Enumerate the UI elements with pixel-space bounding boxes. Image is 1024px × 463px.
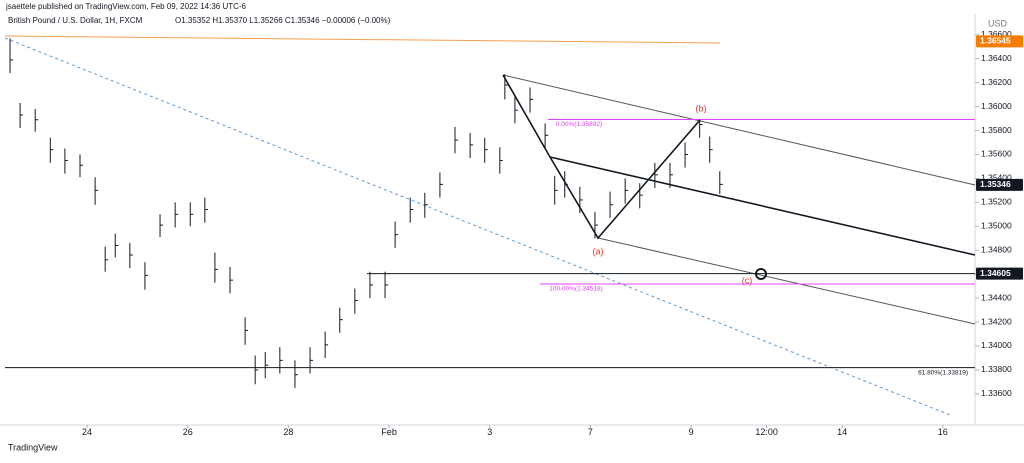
symbol: British Pound / U.S. Dollar, 1H, FXCM — [8, 16, 143, 25]
publisher-line: jsaettele published on TradingView.com, … — [5, 2, 247, 11]
y-tick-label: 1.36400 — [981, 53, 1012, 63]
price-badge — [976, 178, 1023, 191]
x-tick-label: 26 — [183, 427, 193, 437]
channel-lower — [597, 237, 976, 325]
wave-label: (b) — [696, 103, 707, 113]
y-tick-label: 1.36600 — [981, 29, 1012, 39]
price-badge — [976, 35, 1023, 48]
x-tick-label: 3 — [487, 427, 492, 437]
channel-upper — [502, 74, 976, 186]
y-tick-label: 1.36000 — [981, 101, 1012, 111]
y-tick-label: 1.33800 — [981, 364, 1012, 374]
price-badge — [976, 267, 1023, 280]
moving-average — [4, 35, 721, 44]
x-tick-label: 14 — [837, 427, 847, 437]
x-tick-label: 12:00 — [755, 427, 778, 437]
fib-label: 100.00%(1.34518) — [549, 286, 603, 293]
y-tick-label: 1.34400 — [981, 292, 1012, 302]
price-badge-label: 1.34605 — [980, 268, 1011, 278]
wave-path — [502, 74, 701, 240]
y-tick-label: 1.35800 — [981, 125, 1012, 135]
currency: USD — [988, 18, 1008, 28]
y-tick-label: 1.35600 — [981, 149, 1012, 159]
price-badge-label: 1.36545 — [980, 36, 1011, 46]
x-tick-label: Feb — [381, 427, 397, 437]
y-tick-label: 1.35000 — [981, 221, 1012, 231]
x-tick-label: 16 — [938, 427, 948, 437]
ohlc-readout: O1.35352 H1.35370 L1.35266 C1.35346 −0.0… — [175, 16, 391, 25]
trend-line — [4, 37, 951, 416]
fib-label: 61.80%(1.33819) — [918, 369, 968, 376]
x-tick-label: 7 — [588, 427, 593, 437]
y-tick-label: 1.35400 — [981, 173, 1012, 183]
x-tick-label: 9 — [689, 427, 694, 437]
channel-middle — [549, 156, 976, 256]
wave-label: (a) — [593, 246, 604, 256]
price-badge-label: 1.35346 — [980, 179, 1011, 189]
y-tick-label: 1.33600 — [981, 388, 1012, 398]
brand: TradingView — [8, 442, 58, 452]
y-tick-label: 1.34200 — [981, 316, 1012, 326]
y-tick-label: 1.35200 — [981, 197, 1012, 207]
y-tick-label: 1.34800 — [981, 244, 1012, 254]
y-tick-label: 1.36200 — [981, 77, 1012, 87]
x-tick-label: 24 — [82, 427, 92, 437]
y-tick-label: 1.34000 — [981, 340, 1012, 350]
wave-label: (c) — [742, 275, 753, 285]
x-tick-label: 28 — [283, 427, 293, 437]
fib-label: 0.00%(1.35892) — [556, 121, 602, 128]
